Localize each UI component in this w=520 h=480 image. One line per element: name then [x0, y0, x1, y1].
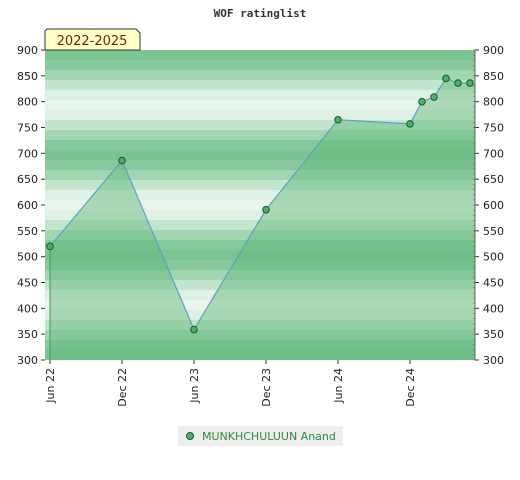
data-point: [454, 79, 462, 87]
data-point: [466, 79, 474, 87]
x-axis: Jun 22 Dec 22 Jun 23 Dec 23 Jun 24 Dec 24: [44, 360, 417, 407]
background-band: [45, 250, 475, 260]
background-band: [45, 240, 475, 250]
y-axis-left: 300 350 400 450 500 550 600 650 700 750 800 850 900: [17, 44, 45, 367]
background-band: [45, 200, 475, 210]
background-band: [45, 150, 475, 160]
y-tick-label-left: 450: [17, 277, 38, 290]
y-tick-label-left: 650: [17, 173, 38, 186]
background-band: [45, 50, 475, 60]
y-tick-label-right: 550: [483, 225, 504, 238]
background-band: [45, 80, 475, 90]
background-band: [45, 130, 475, 140]
y-tick-label-right: 450: [483, 277, 504, 290]
x-tick-label: Jun 23: [188, 368, 201, 404]
background-band: [45, 100, 475, 110]
data-point: [262, 205, 270, 214]
background-band: [45, 230, 475, 240]
y-tick-label-right: 300: [483, 354, 504, 367]
data-point: [190, 325, 198, 334]
y-tick-label-right: 700: [483, 147, 504, 160]
background-band: [45, 280, 475, 290]
background-band: [45, 310, 475, 320]
y-tick-label-right: 600: [483, 199, 504, 212]
y-tick-label-right: 750: [483, 122, 504, 135]
year-range-badge: 2022-2025: [44, 28, 141, 51]
y-tick-label-left: 600: [17, 199, 38, 212]
background-band: [45, 90, 475, 100]
y-tick-label-left: 350: [17, 328, 38, 341]
background-band: [45, 300, 475, 310]
chart-title: WOF ratinglist: [214, 7, 307, 20]
x-tick-label: Dec 22: [116, 368, 129, 407]
y-tick-label-right: 800: [483, 96, 504, 109]
data-point: [406, 120, 414, 128]
background-band: [45, 160, 475, 170]
background-band: [45, 110, 475, 120]
y-tick-label-left: 300: [17, 354, 38, 367]
x-tick-label: Dec 23: [260, 368, 273, 407]
y-tick-label-right: 850: [483, 70, 504, 83]
y-tick-label-left: 550: [17, 225, 38, 238]
y-tick-label-left: 900: [17, 44, 38, 57]
data-point: [430, 93, 438, 101]
data-point: [46, 242, 54, 251]
y-tick-label-right: 650: [483, 173, 504, 186]
background-band: [45, 320, 475, 330]
background-band: [45, 180, 475, 190]
legend-series-label: MUNKHCHULUUN Anand: [202, 429, 336, 443]
y-tick-label-left: 500: [17, 251, 38, 264]
y-tick-label-right: 900: [483, 44, 504, 57]
y-tick-label-right: 350: [483, 328, 504, 341]
background-band: [45, 120, 475, 130]
background-band: [45, 220, 475, 230]
background-band: [45, 260, 475, 270]
data-point: [442, 74, 450, 83]
background-band: [45, 210, 475, 220]
series-area-fill: [50, 78, 475, 361]
background-band: [45, 270, 475, 280]
data-points: [46, 74, 474, 334]
y-tick-label-left: 400: [17, 302, 38, 315]
y-axis-right: 300 350 400 450 500 550 600 650 700 750 800 850 900: [474, 44, 504, 367]
y-tick-label-right: 400: [483, 302, 504, 315]
background-band: [45, 140, 475, 150]
y-tick-label-left: 700: [17, 147, 38, 160]
background-band: [45, 340, 475, 350]
data-point: [118, 156, 126, 165]
background-band: [45, 70, 475, 80]
background-band: [45, 290, 475, 300]
background-band: [45, 330, 475, 340]
background-band: [45, 60, 475, 70]
year-range-label: 2022-2025: [57, 34, 128, 49]
background-band: [45, 350, 475, 360]
data-point: [418, 97, 426, 106]
x-tick-label: Dec 24: [404, 368, 417, 407]
background-band: [45, 190, 475, 200]
x-tick-label: Jun 22: [44, 368, 57, 404]
legend: MUNKHCHULUUN Anand: [178, 426, 343, 446]
y-tick-label-left: 800: [17, 96, 38, 109]
legend-marker-icon: [186, 432, 194, 440]
data-point: [334, 115, 342, 124]
y-tick-label-left: 750: [17, 122, 38, 135]
x-tick-label: Jun 24: [332, 368, 345, 404]
background-band: [45, 170, 475, 180]
background-bands: [45, 50, 475, 360]
y-tick-label-left: 850: [17, 70, 38, 83]
y-tick-label-right: 500: [483, 251, 504, 264]
